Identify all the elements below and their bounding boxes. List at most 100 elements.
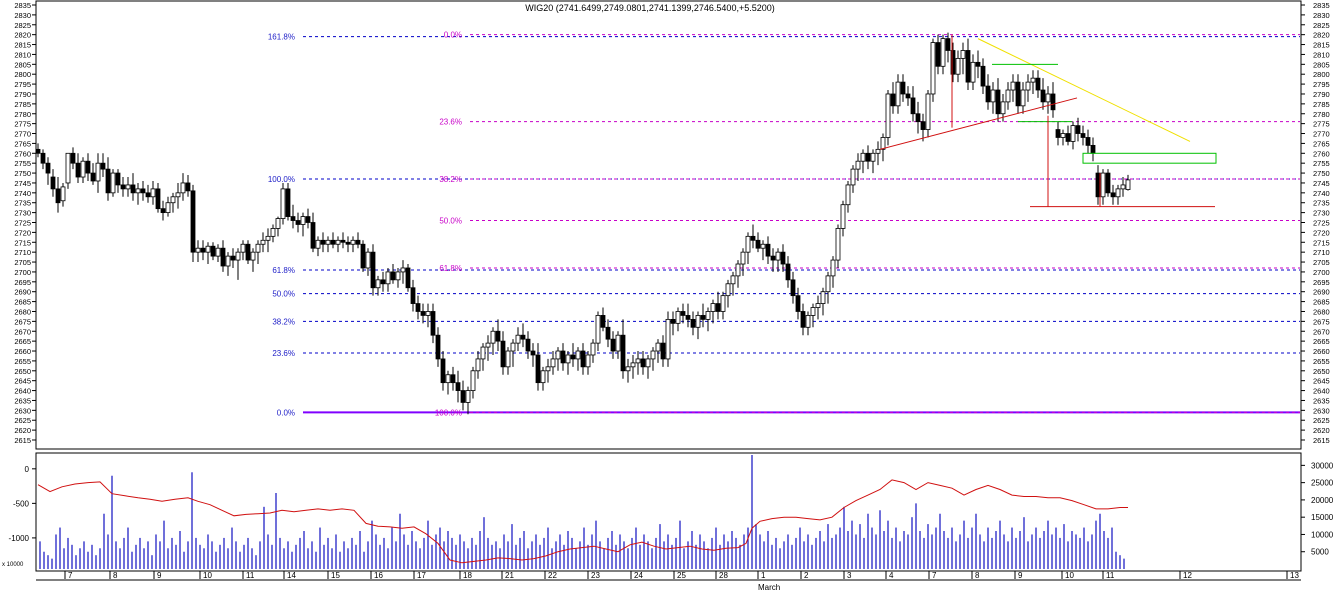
candle-body	[725, 283, 731, 297]
price-tick-label-right: 2740	[1313, 189, 1330, 198]
candle-body	[695, 315, 701, 328]
candle-body	[875, 148, 881, 154]
candle-body	[310, 222, 316, 249]
candle-body	[995, 89, 1001, 115]
candle-body	[45, 162, 51, 174]
candle-body	[935, 42, 941, 67]
candle-body	[450, 374, 456, 384]
candle-body	[410, 287, 416, 304]
price-tick-label-left: 2685	[14, 298, 31, 307]
price-tick-label-right: 2695	[1313, 278, 1330, 287]
candle-body	[910, 97, 916, 115]
price-tick-label-left: 2760	[14, 149, 31, 158]
candle-body	[315, 239, 321, 249]
date-tick-label: 3	[847, 571, 852, 580]
candle-body	[1080, 133, 1086, 138]
candle-body	[765, 243, 771, 257]
date-tick-label: 2	[804, 571, 809, 580]
price-tick-label-left: 2830	[14, 11, 31, 20]
candle-body	[285, 188, 291, 217]
candle-body	[1045, 93, 1051, 103]
price-tick-label-right: 2710	[1313, 248, 1330, 257]
candlestick-series	[35, 32, 1131, 415]
candle-body	[640, 358, 646, 368]
candle-body	[1110, 192, 1116, 198]
candle-body	[685, 315, 691, 320]
fib-left-label: 23.6%	[272, 349, 295, 358]
price-tick-label-left: 2710	[14, 248, 31, 257]
price-tick-label-right: 2775	[1313, 120, 1330, 129]
candle-body	[480, 346, 486, 360]
candle-body	[1070, 125, 1076, 142]
candle-body	[425, 311, 431, 316]
date-tick-label: 11	[246, 571, 255, 580]
candle-body	[1060, 133, 1066, 138]
candle-body	[305, 216, 311, 223]
date-tick-label: 8	[113, 571, 118, 580]
price-tick-label-right: 2820	[1313, 31, 1330, 40]
candle-body	[185, 182, 191, 192]
price-tick-label-right: 2720	[1313, 228, 1330, 237]
price-tick-label-right: 2750	[1313, 169, 1330, 178]
candle-body	[860, 152, 866, 162]
price-tick-label-right: 2715	[1313, 238, 1330, 247]
candle-body	[460, 390, 466, 403]
price-tick-label-right: 2620	[1313, 426, 1330, 435]
candle-body	[245, 243, 251, 261]
candle-body	[955, 57, 961, 75]
candle-body	[670, 318, 676, 324]
candle-body	[390, 271, 396, 281]
candle-body	[1020, 89, 1026, 107]
price-tick-label-right: 2665	[1313, 337, 1330, 346]
candle-body	[700, 315, 706, 320]
candle-body	[105, 168, 111, 194]
candle-body	[535, 354, 541, 384]
candle-body	[290, 216, 296, 221]
candle-body	[155, 188, 161, 210]
candle-body	[470, 370, 476, 391]
candle-body	[485, 342, 491, 348]
scale-note: x 10000	[2, 562, 24, 568]
candle-body	[75, 162, 81, 178]
price-tick-label-left: 2745	[14, 179, 31, 188]
price-tick-label-left: 2780	[14, 110, 31, 119]
fib-right-label: 38.2%	[439, 175, 462, 184]
price-tick-label-left: 2800	[14, 70, 31, 79]
candle-body	[1005, 89, 1011, 103]
candle-body	[240, 243, 246, 253]
date-tick-label: 24	[634, 571, 643, 580]
candle-body	[620, 334, 626, 372]
date-tick-label: 7	[68, 571, 73, 580]
price-tick-label-right: 2655	[1313, 357, 1330, 366]
candle-body	[740, 251, 746, 265]
candle-body	[585, 354, 591, 368]
price-tick-label-right: 2650	[1313, 367, 1330, 376]
candle-body	[210, 245, 216, 257]
indicator-line	[37, 479, 1128, 564]
price-axis-left: 2615262026252630263526402645265026552660…	[14, 1, 36, 445]
price-tick-label-left: 2650	[14, 367, 31, 376]
trendlines	[879, 34, 1217, 208]
candle-body	[325, 239, 331, 245]
candle-body	[850, 168, 856, 186]
date-tick-label: 22	[548, 571, 557, 580]
candle-body	[1065, 133, 1071, 142]
date-tick-label: 14	[287, 571, 296, 580]
candle-body	[100, 162, 106, 170]
candle-body	[625, 366, 631, 372]
candle-body	[380, 279, 386, 285]
candle-body	[440, 358, 446, 384]
price-tick-label-left: 2795	[14, 80, 31, 89]
price-tick-label-right: 2705	[1313, 258, 1330, 267]
price-tick-label-left: 2625	[14, 416, 31, 425]
candle-body	[775, 251, 781, 261]
date-tick-label: 10	[1065, 571, 1074, 580]
candle-body	[175, 192, 181, 198]
candle-body	[975, 61, 981, 67]
candle-body	[710, 303, 716, 312]
fib-right-label: 23.6%	[439, 118, 462, 127]
candle-body	[350, 239, 356, 245]
price-tick-label-left: 2735	[14, 199, 31, 208]
price-tick-label-left: 2730	[14, 209, 31, 218]
price-tick-label-left: 2755	[14, 159, 31, 168]
